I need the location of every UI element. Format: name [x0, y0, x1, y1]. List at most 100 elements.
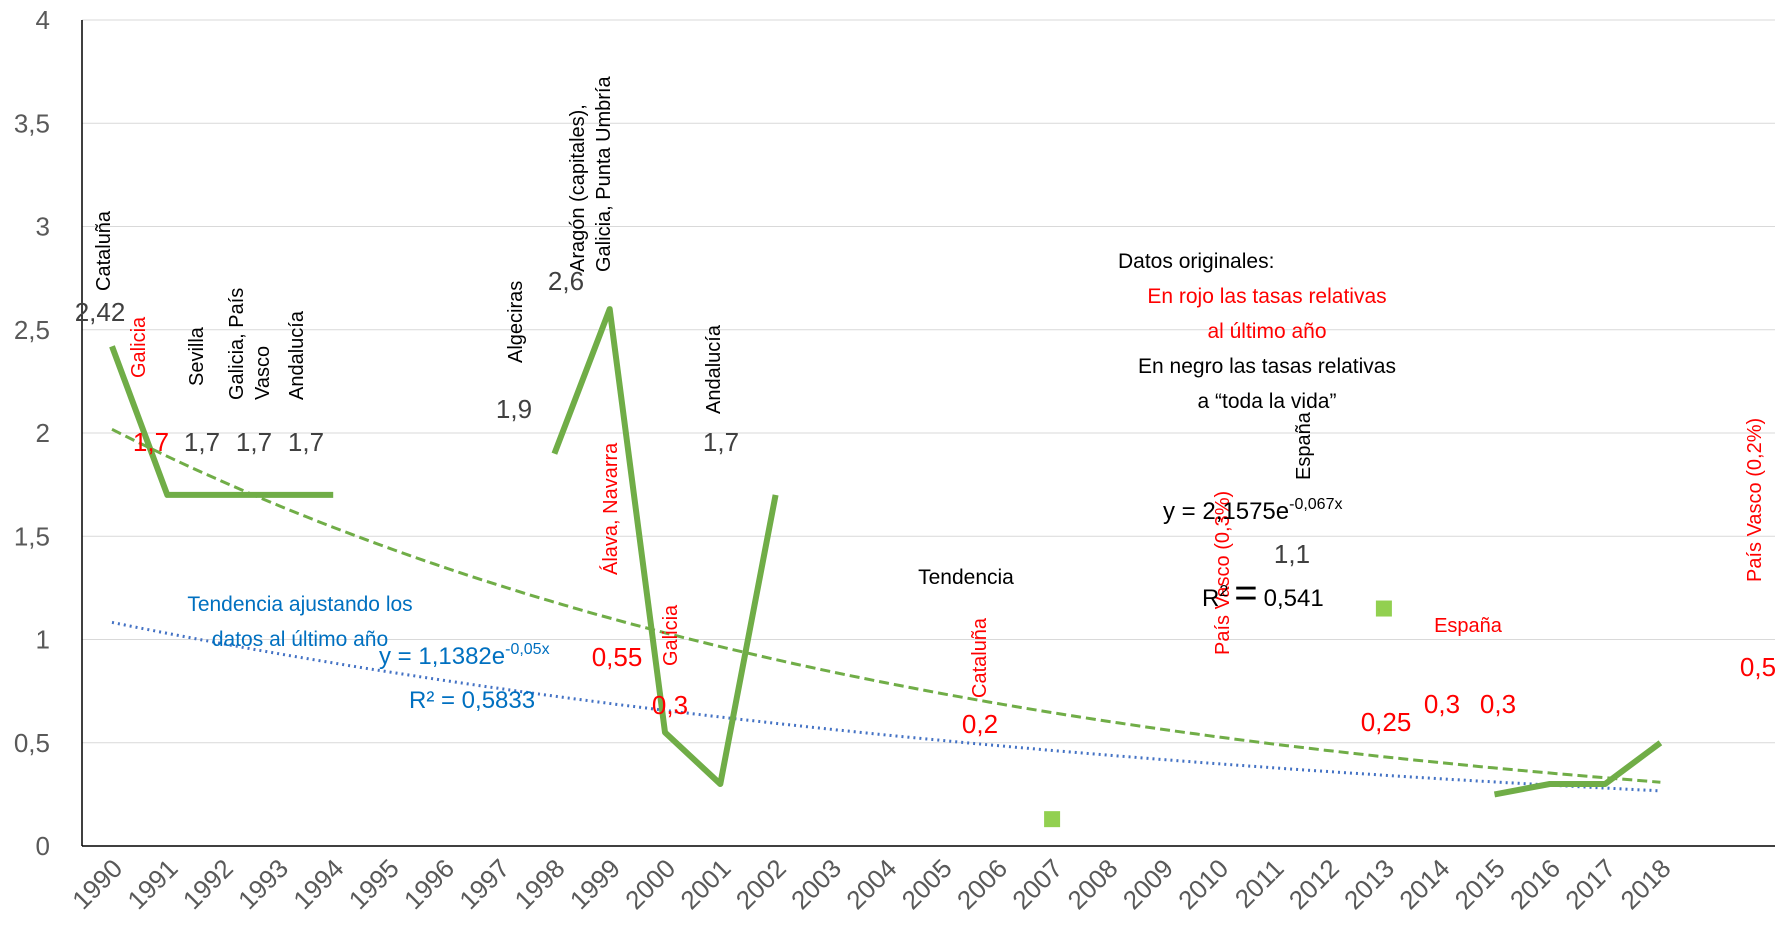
- region-label-line: Andalucía: [286, 310, 308, 400]
- region-label: Aragón (capitales), Galicia, Punta Umbría: [567, 75, 615, 272]
- region-label-line: Galicia: [660, 604, 682, 666]
- x-tick-label: 1998: [509, 853, 571, 915]
- annotation-datos-line-4: En negro las tasas relativas: [1138, 355, 1396, 378]
- r2-trend-all-equals: =: [1234, 571, 1257, 615]
- region-label-line: Vasco: [252, 346, 274, 400]
- annotation-datos-line-5: a “toda la vida”: [1198, 390, 1337, 413]
- y-tick-label: 1,5: [14, 521, 50, 551]
- axes: [81, 20, 1775, 847]
- annotation-tendencia-ajuste: Tendencia ajustando los datos al último …: [187, 593, 412, 651]
- region-label-line: Algeciras: [505, 281, 527, 363]
- r2-trend-all-sup: 2: [1219, 583, 1228, 600]
- trendline-all: [111, 427, 1661, 784]
- region-label-line: España: [1293, 411, 1315, 480]
- y-axis-ticks: 0 0,5 1 1,5 2 2,5 3 3,5 4: [14, 5, 50, 861]
- equation-trend-last-year-text: y = 1,1382e-0,05x: [379, 641, 550, 670]
- region-label: Álava, Navarra: [599, 442, 622, 575]
- x-tick-label: 2006: [951, 853, 1013, 915]
- x-tick-label: 1991: [121, 853, 183, 915]
- region-label-line: Cataluña: [93, 210, 115, 291]
- y-tick-label: 2: [36, 418, 50, 448]
- x-tick-label: 2005: [896, 853, 958, 915]
- region-label-line: País Vasco (0,2%): [1744, 418, 1766, 582]
- region-label: Andalucía: [703, 324, 725, 414]
- data-label: 1,7: [184, 427, 220, 457]
- region-label: España: [1293, 411, 1315, 480]
- x-axis-ticks: 1990199119921993199419951996199719981999…: [66, 853, 1677, 915]
- y-tick-label: 1: [36, 625, 50, 655]
- x-tick-label: 1994: [287, 853, 349, 915]
- data-label: 0,25: [1361, 707, 1412, 737]
- annotation-tendencia-ajuste-line-1: Tendencia ajustando los: [187, 593, 412, 616]
- annotation-datos-line-3: al último año: [1207, 320, 1326, 343]
- equation-trend-last-year-exponent: -0,05x: [505, 641, 549, 658]
- x-tick-label: 2001: [674, 853, 736, 915]
- data-label: 0,3: [652, 690, 688, 720]
- equation-trend-all-base: y = 2,1575e: [1163, 498, 1289, 525]
- data-label: 1,1: [1274, 539, 1310, 569]
- series-line-segment-3: [1493, 740, 1663, 798]
- region-label-line: Galicia, Punta Umbría: [593, 75, 615, 272]
- x-tick-label: 1995: [343, 853, 405, 915]
- data-label: 1,7: [703, 427, 739, 457]
- annotation-tendencia-ajuste-line-2: datos al último año: [212, 628, 388, 651]
- equation-trend-all: y = 2,1575e-0,067x R2 = 0,541: [1163, 496, 1342, 615]
- region-label-line: Álava, Navarra: [599, 442, 622, 575]
- region-label-line: Galicia: [128, 316, 150, 378]
- x-tick-label: 2011: [1229, 853, 1290, 914]
- y-tick-label: 3: [36, 212, 50, 242]
- series-line-segment-1: [109, 345, 334, 498]
- r2-trend-all-value: 0,541: [1264, 585, 1324, 612]
- data-labels: 2,42 1,7 1,7 1,7 1,7 1,9 2,6 0,55 0,3 1,7 0,2 1,1 0,…: [75, 266, 1775, 739]
- series-markers: [1044, 600, 1392, 828]
- annotation-datos-line-2: En rojo las tasas relativas: [1147, 285, 1386, 308]
- x-tick-label: 1990: [66, 853, 128, 915]
- region-label: Cataluña: [93, 210, 115, 291]
- x-tick-label: 1996: [398, 853, 460, 915]
- r2-trend-all-prefix: R: [1202, 585, 1219, 612]
- data-label: 1,7: [288, 427, 324, 457]
- data-label: 0,2: [962, 709, 998, 739]
- region-label: España: [1434, 615, 1503, 637]
- region-label: Andalucía: [286, 310, 308, 400]
- data-label: 1,7: [236, 427, 272, 457]
- x-tick-label: 1992: [177, 853, 239, 915]
- region-label: Galicia, País Vasco: [226, 288, 274, 400]
- region-label-line: Galicia, País: [226, 288, 248, 400]
- x-tick-label: 1999: [564, 853, 626, 915]
- y-tick-label: 3,5: [14, 108, 50, 138]
- x-tick-label: 1993: [232, 853, 294, 915]
- x-tick-label: 2009: [1117, 853, 1179, 915]
- x-tick-label: 2010: [1172, 853, 1234, 915]
- x-tick-label: 2012: [1283, 853, 1345, 915]
- x-tick-label: 2018: [1615, 853, 1677, 915]
- series-line-segment-2: [551, 306, 779, 787]
- region-label-line: Andalucía: [703, 324, 725, 414]
- region-label: País Vasco (0,3%): [1212, 491, 1234, 655]
- x-tick-label: 2000: [619, 853, 681, 915]
- equation-trend-last-year: y = 1,1382e-0,05x R² = 0,5833: [379, 641, 550, 714]
- x-tick-label: 2004: [840, 853, 902, 915]
- x-tick-label: 2013: [1338, 853, 1400, 915]
- region-label: Algeciras: [505, 281, 527, 363]
- data-label: 1,7: [133, 427, 169, 457]
- x-tick-label: 2015: [1449, 853, 1511, 915]
- data-marker-1: [1044, 811, 1061, 828]
- region-label: Galicia: [128, 316, 150, 378]
- trendlines: [111, 427, 1661, 793]
- equation-trend-last-year-base: y = 1,1382e: [379, 643, 505, 670]
- region-label-line: Cataluña: [969, 617, 991, 698]
- equation-trend-all-exponent: -0,067x: [1289, 496, 1342, 513]
- x-tick-label: 2008: [1062, 853, 1124, 915]
- x-tick-label: 2017: [1559, 853, 1621, 915]
- region-labels: Cataluña Galicia Sevilla Galicia, País Vasco…: [93, 75, 1766, 698]
- r2-trend-all-text: R2 = 0,541: [1202, 571, 1324, 615]
- y-tick-label: 2,5: [14, 315, 50, 345]
- equation-trend-all-text: y = 2,1575e-0,067x: [1163, 496, 1342, 525]
- r2-trend-last-year-text: R² = 0,5833: [409, 687, 535, 714]
- region-label: Sevilla: [186, 326, 208, 386]
- annotation-datos: Datos originales: En rojo las tasas rela…: [1118, 250, 1396, 413]
- data-label: 0,5: [1740, 652, 1775, 682]
- series-lines: [109, 306, 1663, 798]
